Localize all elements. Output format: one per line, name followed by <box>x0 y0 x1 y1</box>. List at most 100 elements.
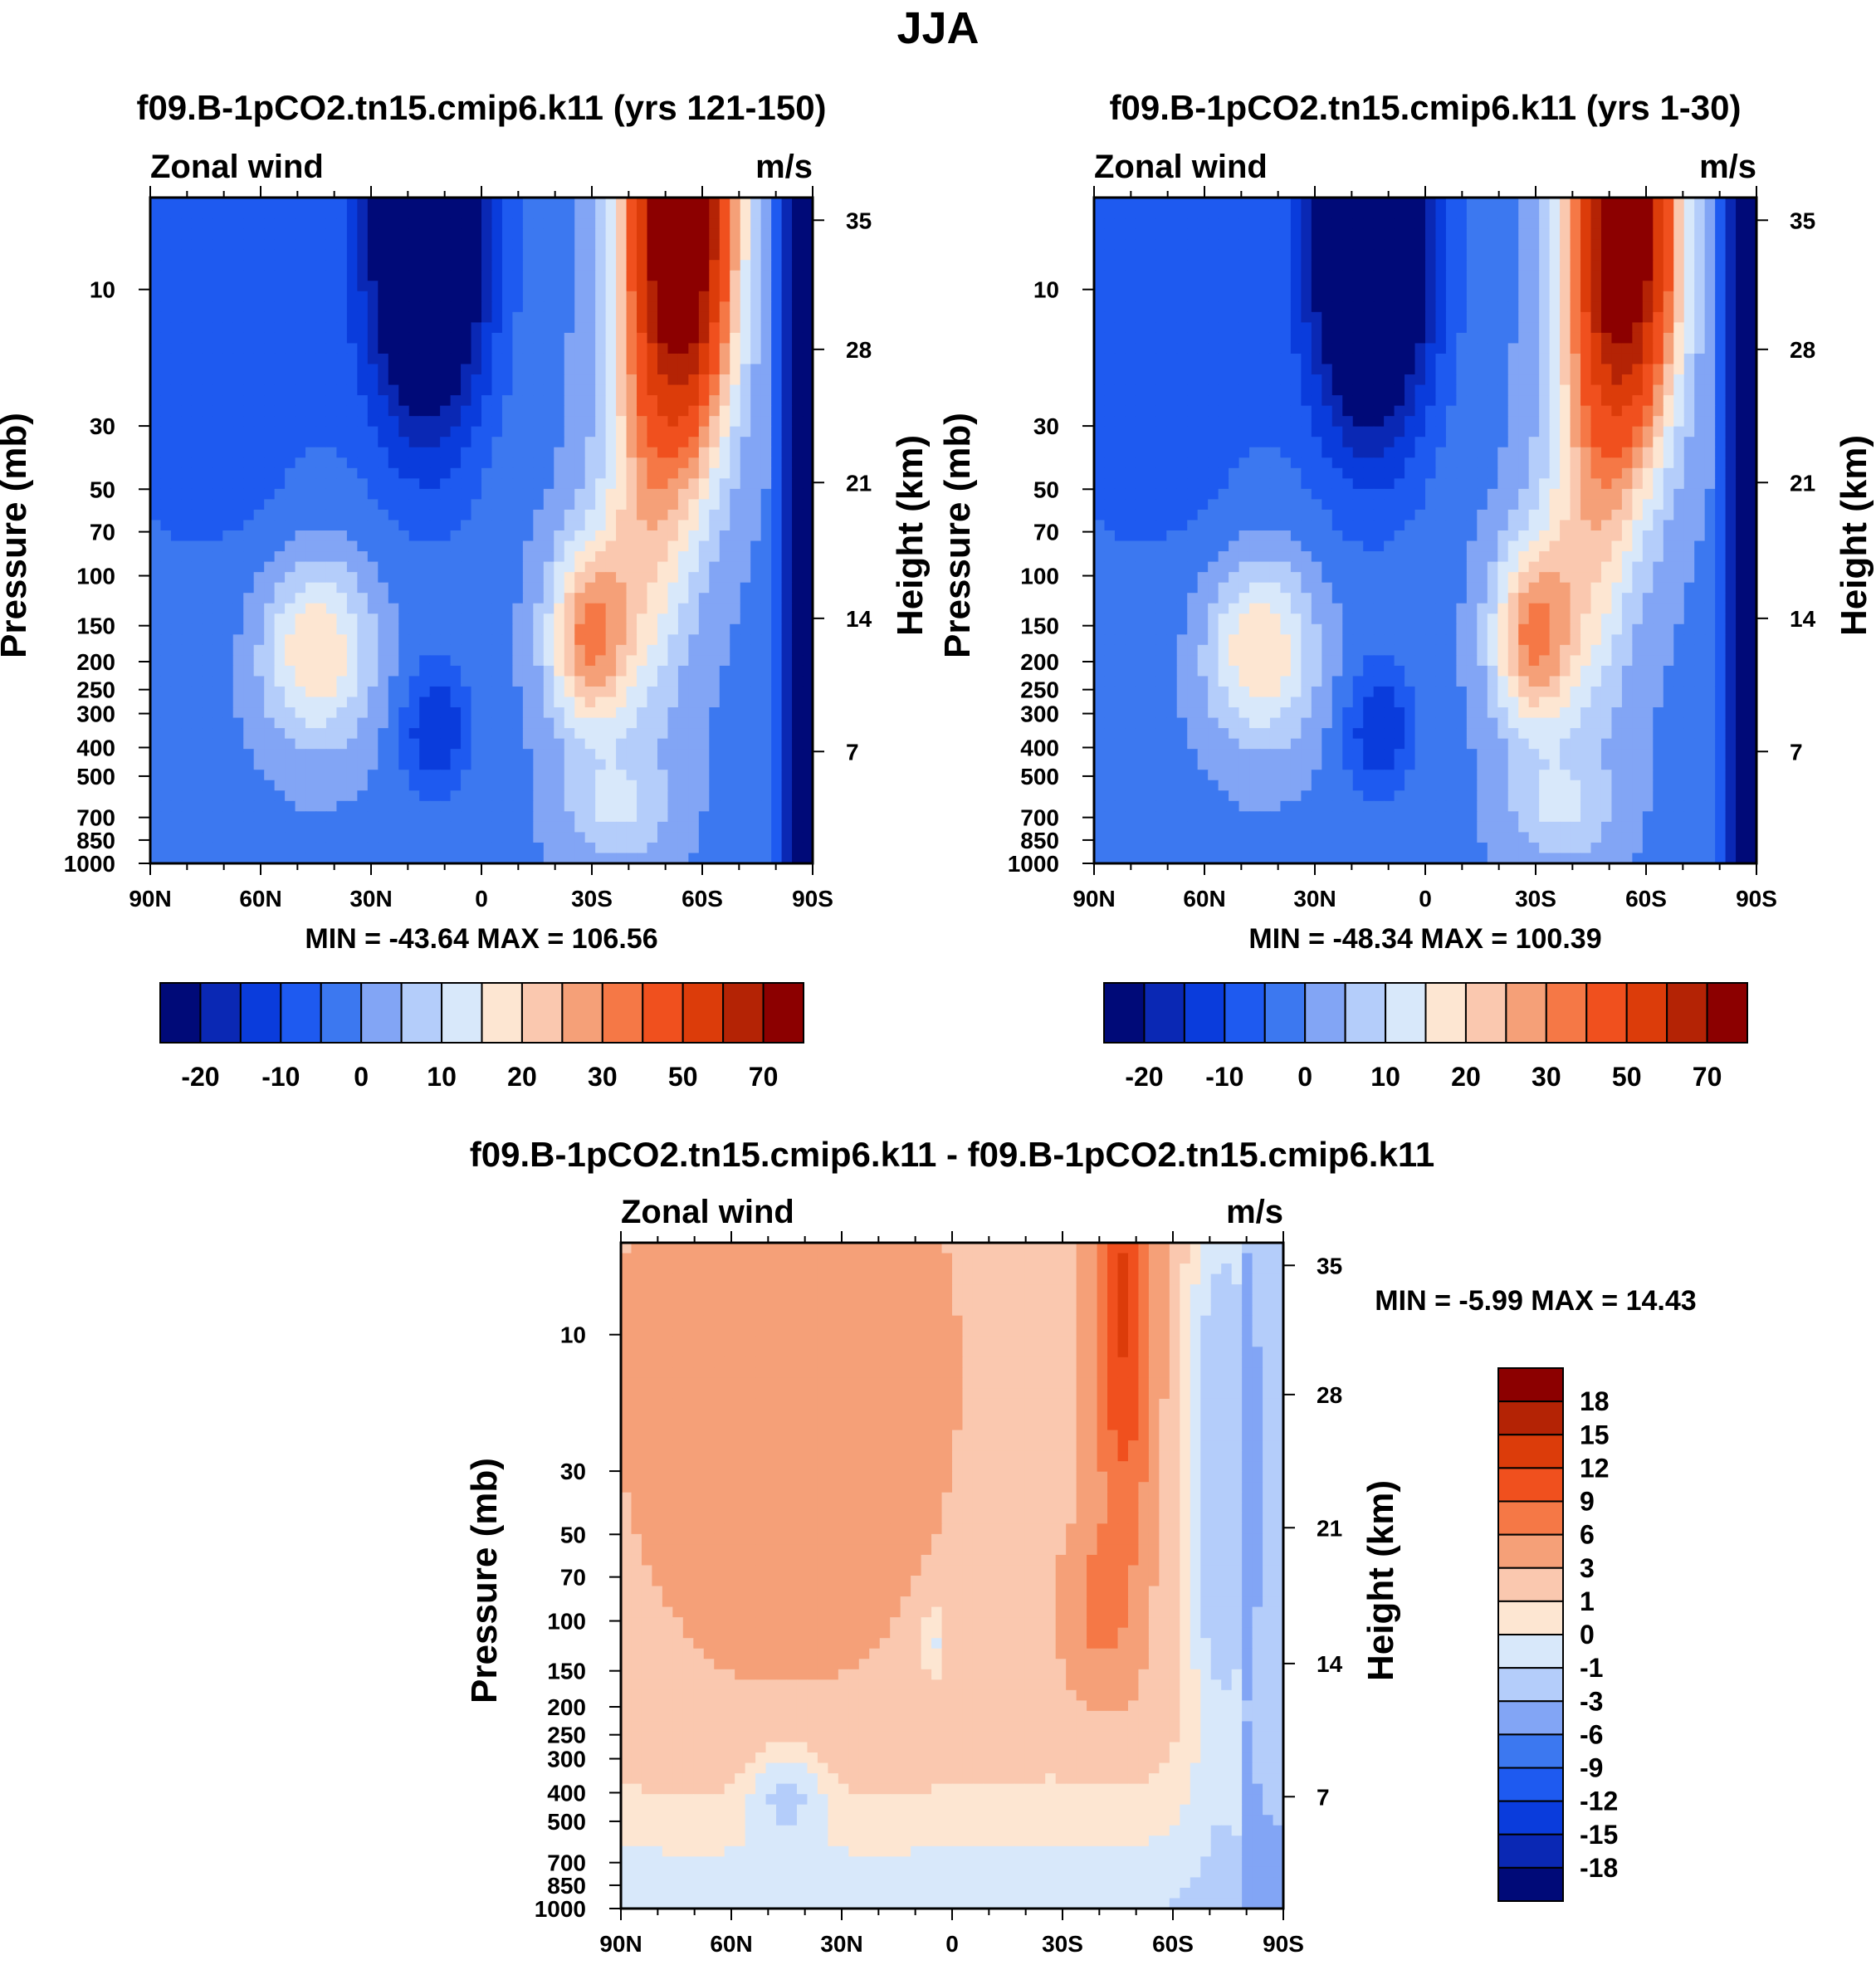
contour-cell <box>719 270 730 281</box>
contour-cell <box>150 853 162 864</box>
contour-cell <box>378 301 389 313</box>
contour-cell <box>554 676 565 687</box>
contour-cell <box>595 634 607 646</box>
contour-cell <box>398 281 410 292</box>
contour-cell <box>253 332 265 345</box>
contour-cell <box>1176 281 1188 292</box>
contour-cell <box>388 634 399 646</box>
contour-cell <box>760 208 772 219</box>
contour-cell <box>1259 260 1271 271</box>
contour-cell <box>253 759 265 770</box>
contour-cell <box>243 770 255 781</box>
contour-cell <box>1104 239 1116 251</box>
contour-cell <box>325 738 338 750</box>
contour-cell <box>160 707 172 719</box>
contour-cell <box>543 291 554 302</box>
contour-cell <box>1518 249 1530 261</box>
contour-cell <box>1435 239 1447 251</box>
contour-cell <box>543 717 554 729</box>
contour-cell <box>274 488 286 501</box>
contour-cell <box>440 623 452 635</box>
contour-cell <box>512 540 524 552</box>
contour-cell <box>408 593 420 604</box>
contour-cell <box>398 686 410 698</box>
contour-cell <box>1590 291 1602 302</box>
contour-cell <box>792 832 804 843</box>
contour-cell <box>336 416 348 428</box>
contour-cell <box>740 405 751 417</box>
contour-cell <box>605 770 617 781</box>
contour-cell <box>253 467 265 479</box>
contour-cell <box>1736 208 1747 219</box>
contour-cell <box>325 509 338 521</box>
contour-cell <box>481 728 493 740</box>
contour-cell <box>1425 260 1437 271</box>
contour-cell <box>264 540 276 552</box>
contour-cell <box>564 478 575 490</box>
contour-cell <box>285 311 296 323</box>
contour-cell <box>1518 228 1530 240</box>
contour-cell <box>285 301 296 313</box>
contour-cell <box>243 603 255 614</box>
contour-cell <box>274 249 286 261</box>
contour-cell <box>471 665 482 677</box>
contour-cell <box>719 780 730 791</box>
contour-cell <box>1208 228 1219 240</box>
contour-cell <box>688 260 700 271</box>
contour-cell <box>802 790 813 802</box>
contour-cell <box>1549 301 1561 313</box>
contour-cell <box>1269 239 1282 251</box>
contour-cell <box>419 281 431 292</box>
contour-cell <box>1322 228 1333 240</box>
contour-cell <box>750 291 762 302</box>
contour-cell <box>647 343 658 354</box>
contour-cell <box>274 437 286 448</box>
contour-cell <box>501 717 514 729</box>
contour-cell <box>730 291 741 302</box>
contour-cell <box>554 623 565 635</box>
contour-cell <box>388 405 399 417</box>
contour-cell <box>1176 249 1188 261</box>
contour-cell <box>1653 301 1664 313</box>
contour-cell <box>688 707 700 719</box>
contour-cell <box>802 821 813 833</box>
contour-cell <box>160 530 172 542</box>
contour-cell <box>574 697 586 708</box>
contour-cell <box>760 832 772 843</box>
contour-cell <box>688 488 700 501</box>
contour-cell <box>1135 270 1146 281</box>
contour-cell <box>170 593 183 604</box>
contour-cell <box>750 322 762 334</box>
y-tick-label: 700 <box>76 805 115 831</box>
contour-cell <box>667 561 679 573</box>
contour-cell <box>253 738 265 750</box>
contour-cell <box>771 676 783 687</box>
contour-cell <box>1311 291 1322 302</box>
contour-cell <box>325 301 338 313</box>
contour-cell <box>657 811 669 823</box>
contour-cell <box>398 343 410 354</box>
contour-cell <box>522 644 534 656</box>
contour-cell <box>522 540 534 552</box>
contour-cell <box>698 811 710 823</box>
contour-cell <box>408 582 420 594</box>
contour-cell <box>637 623 648 635</box>
contour-cell <box>461 644 472 656</box>
contour-cell <box>626 717 638 729</box>
contour-cell <box>181 520 193 531</box>
contour-cell <box>243 384 255 396</box>
contour-cell <box>1414 291 1426 302</box>
contour-cell <box>1104 260 1116 271</box>
contour-cell <box>1176 239 1188 251</box>
contour-cell <box>315 374 327 386</box>
contour-cell <box>315 353 327 365</box>
contour-cell <box>1507 291 1519 302</box>
contour-cell <box>264 832 276 843</box>
contour-cell <box>1259 291 1271 302</box>
contour-cell <box>1414 281 1426 292</box>
contour-cell <box>253 623 265 635</box>
contour-cell <box>1146 322 1157 334</box>
contour-cell <box>419 322 431 334</box>
contour-cell <box>222 198 234 209</box>
contour-cell <box>771 374 783 386</box>
